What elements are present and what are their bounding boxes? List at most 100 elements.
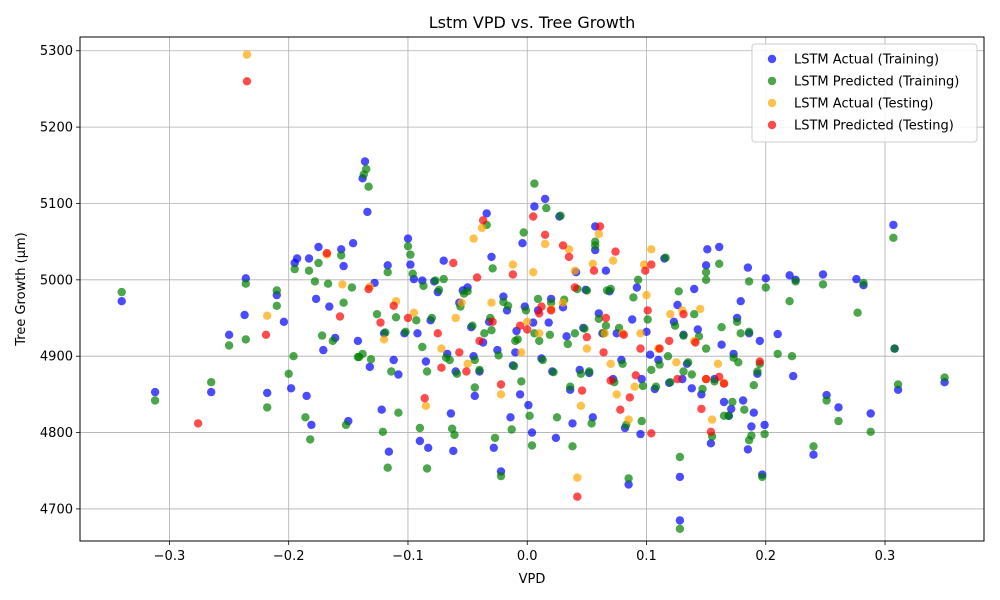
scatter-point — [529, 212, 538, 221]
scatter-point — [760, 429, 769, 439]
scatter-point — [747, 422, 756, 431]
scatter-point — [376, 318, 385, 327]
scatter-point — [378, 427, 388, 436]
scatter-point — [595, 222, 605, 231]
scatter-point — [446, 409, 456, 418]
scatter-point — [633, 275, 643, 284]
scatter-point — [666, 310, 675, 319]
scatter-point — [570, 266, 580, 275]
scatter-point — [383, 268, 392, 277]
scatter-point — [755, 357, 764, 366]
scatter-point — [589, 266, 599, 275]
scatter-point — [363, 207, 372, 217]
y-axis-label: Tree Growth (μm) — [14, 232, 29, 346]
scatter-point — [647, 260, 656, 269]
scatter-point — [463, 359, 472, 368]
legend-marker — [767, 54, 777, 64]
scatter-point — [551, 433, 561, 443]
scatter-point — [606, 376, 615, 385]
scatter-point — [470, 383, 479, 392]
scatter-point — [424, 443, 433, 452]
scatter-point — [624, 480, 633, 489]
scatter-point — [337, 251, 346, 260]
series-1 — [117, 164, 949, 533]
scatter-point — [562, 332, 571, 341]
scatter-point — [348, 239, 358, 248]
scatter-point — [728, 397, 737, 407]
scatter-point — [437, 344, 446, 353]
scatter-point — [643, 306, 652, 315]
chart-title: Lstm VPD vs. Tree Growth — [429, 13, 636, 32]
scatter-point — [523, 325, 532, 334]
scatter-point — [647, 429, 656, 438]
scatter-point — [403, 234, 413, 243]
scatter-point — [679, 331, 688, 340]
scatter-point — [322, 248, 332, 258]
scatter-point — [568, 419, 577, 428]
scatter-point — [698, 384, 707, 394]
scatter-point — [311, 294, 321, 304]
x-tick-label: 0.0 — [517, 549, 538, 564]
scatter-point — [412, 316, 421, 325]
scatter-point — [415, 436, 425, 446]
scatter-point — [418, 342, 427, 352]
scatter-point — [325, 302, 334, 311]
scatter-point — [455, 348, 464, 357]
scatter-point — [403, 313, 413, 323]
scatter-point — [540, 194, 550, 204]
scatter-point — [523, 317, 532, 326]
scatter-point — [724, 411, 733, 420]
scatter-point — [482, 209, 491, 218]
scatter-point — [755, 336, 764, 346]
scatter-point — [760, 420, 769, 430]
scatter-point — [636, 329, 645, 338]
scatter-point — [679, 367, 688, 376]
scatter-point — [433, 329, 442, 338]
scatter-point — [655, 344, 664, 353]
scatter-point — [307, 420, 316, 430]
scatter-point — [540, 239, 550, 249]
scatter-point — [480, 329, 489, 338]
scatter-point — [791, 277, 800, 286]
scatter-point — [362, 164, 371, 174]
scatter-point — [488, 317, 497, 326]
scatter-point — [818, 280, 828, 289]
scatter-point — [515, 390, 525, 399]
scatter-point — [585, 367, 594, 376]
scatter-point — [379, 335, 389, 344]
scatter-point — [319, 345, 328, 355]
scatter-point — [632, 283, 642, 292]
scatter-point — [675, 452, 685, 462]
scatter-point — [389, 301, 398, 310]
scatter-point — [317, 331, 327, 340]
plot-area-frame — [79, 36, 985, 542]
scatter-point — [517, 377, 526, 386]
scatter-point — [570, 283, 580, 292]
scatter-point — [636, 344, 645, 353]
scatter-point — [591, 241, 600, 250]
scatter-point — [665, 336, 674, 346]
scatter-point — [529, 268, 538, 277]
grid-lines — [80, 37, 984, 541]
scatter-point — [647, 245, 656, 254]
scatter-point — [701, 261, 711, 270]
scatter-point — [703, 245, 712, 254]
scatter-point — [421, 401, 431, 410]
scatter-point — [713, 359, 723, 368]
y-tick-label: 4800 — [40, 426, 73, 441]
x-tick-label: 0.1 — [636, 549, 657, 564]
scatter-point — [606, 359, 615, 368]
scatter-point — [544, 318, 553, 327]
scatter-point — [419, 281, 428, 291]
scatter-point — [509, 361, 519, 371]
scatter-point — [744, 327, 754, 336]
scatter-point — [719, 379, 729, 388]
scatter-point — [619, 330, 628, 339]
scatter-point — [643, 315, 652, 324]
data-points — [117, 50, 949, 533]
scatter-point — [618, 359, 627, 368]
y-tick-label: 5000 — [40, 273, 73, 288]
legend: LSTM Actual (Training) LSTM Predicted (Tr… — [751, 43, 978, 143]
scatter-point — [475, 336, 484, 346]
scatter-point — [687, 384, 696, 393]
